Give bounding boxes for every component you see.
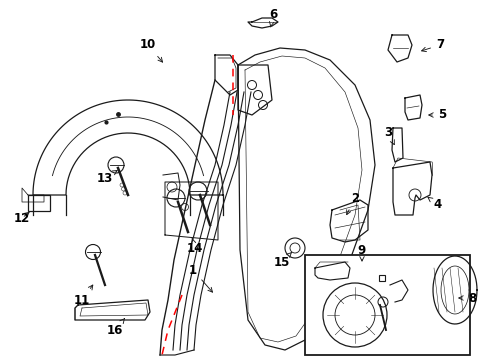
Text: 16: 16 (106, 319, 124, 337)
Text: 12: 12 (14, 211, 30, 225)
Text: 8: 8 (458, 292, 475, 305)
Bar (28, 195, 50, 211)
Text: 9: 9 (357, 243, 366, 261)
Text: 13: 13 (97, 171, 117, 184)
Text: 2: 2 (346, 192, 358, 215)
Text: 4: 4 (427, 197, 441, 211)
Text: 5: 5 (428, 108, 445, 122)
Text: 6: 6 (268, 9, 277, 27)
Text: 1: 1 (188, 264, 212, 292)
Bar (305, 255, 469, 355)
Text: 15: 15 (273, 252, 291, 269)
Text: 14: 14 (186, 239, 203, 255)
Text: 7: 7 (421, 39, 443, 51)
Text: 10: 10 (140, 39, 162, 62)
Text: 3: 3 (383, 126, 393, 145)
Text: 11: 11 (74, 285, 93, 306)
